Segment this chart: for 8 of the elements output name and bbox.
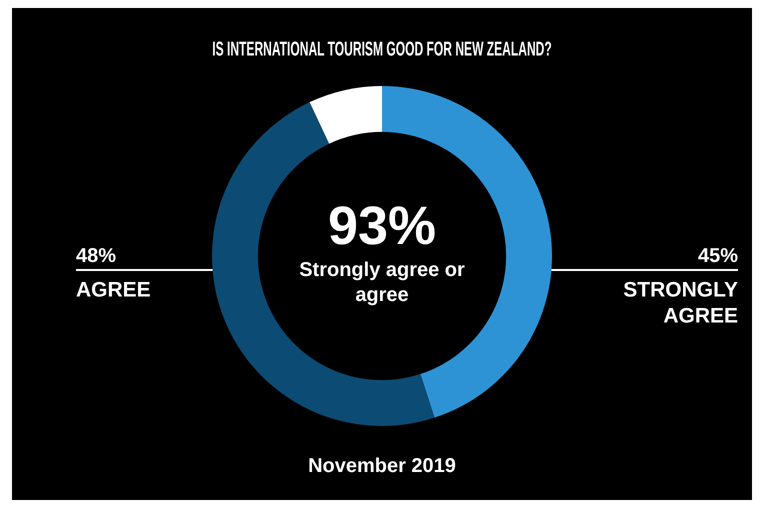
text: Strongly agree or agree <box>299 259 466 306</box>
slice-label: STRONGLY AGREE <box>623 278 738 328</box>
text: 93% <box>328 196 436 256</box>
text: November 2019 <box>308 455 456 477</box>
slice-label: AGREE <box>76 278 151 302</box>
data-label: 45% <box>698 245 738 267</box>
data-label: 48% <box>76 245 116 267</box>
chart-title: IS INTERNATIONAL TOURISM GOOD FOR NEW ZEALAND? <box>212 38 552 60</box>
